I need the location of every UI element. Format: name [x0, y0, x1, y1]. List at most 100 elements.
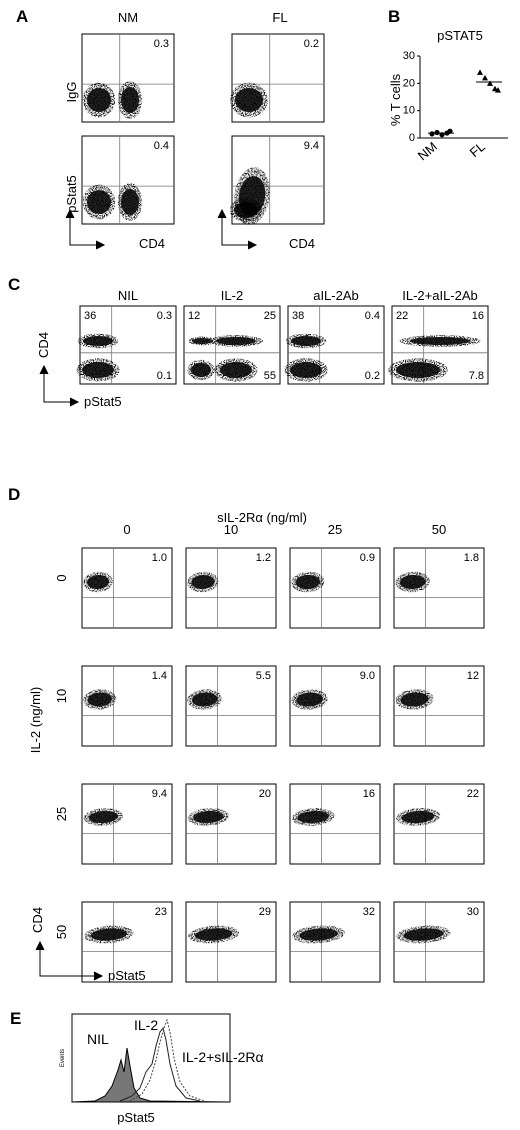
- panel-a-col-fl: FL: [272, 10, 287, 25]
- panel-d-plot-2-2: 16: [289, 783, 381, 865]
- panel-b-y-tick-label: 30: [403, 50, 415, 62]
- cell-scatter: [285, 333, 327, 349]
- cell-scatter: [187, 689, 222, 710]
- panel-b-title: pSTAT5: [437, 28, 483, 43]
- panel-d-value-1-3: 12: [467, 670, 479, 682]
- panel-c-value-ul: 22: [396, 310, 408, 322]
- panel-b-y-tick-label: 20: [403, 77, 415, 89]
- cell-scatter: [291, 689, 328, 710]
- panel-d-plots: 0 10 25 50 0 10 25 50 1.0 1.2 0.9 1.8 1.4 5.5 9.0 12 9.4…: [54, 522, 485, 983]
- cell-scatter: [209, 335, 263, 347]
- cell-scatter: [77, 333, 119, 349]
- panel-c-value-ul: 38: [292, 310, 304, 322]
- panel-c-value-lr: 7.8: [469, 370, 484, 382]
- panel-d-row-value-1: 10: [54, 689, 69, 703]
- cell-scatter: [187, 808, 229, 826]
- panel-d-plot-0-0: 1.0: [81, 547, 173, 629]
- panel-e-curve-il2-sil2ra: [129, 1018, 206, 1102]
- cell-scatter: [83, 571, 113, 593]
- panel-d-xlabel: pStat5: [108, 968, 146, 983]
- panel-a-plots: 0.3 0.2 0.4 9.4: [81, 33, 325, 225]
- panel-a-plot-0-0: 0.3: [81, 33, 175, 123]
- panel-d-plot-2-0: 9.4: [81, 783, 173, 865]
- cell-scatter: [291, 808, 335, 826]
- panel-c-col-2: aIL-2Ab: [313, 288, 359, 303]
- panel-d-col-value-3: 50: [432, 522, 446, 537]
- panel-a-value-1-1: 9.4: [304, 140, 319, 152]
- panel-d-plot-0-1: 1.2: [185, 547, 277, 629]
- panel-d-plot-1-1: 5.5: [185, 665, 277, 747]
- panel-d-plot-2-3: 22: [393, 783, 485, 865]
- panel-d-plot-3-2: 32: [289, 901, 381, 983]
- panel-a-row-pstat5: pStat5: [64, 175, 79, 213]
- cell-scatter: [395, 689, 434, 710]
- panel-c-plot-3: 22 16 7.8: [388, 305, 489, 385]
- panel-c-plot-0: 36 0.3 0.1: [76, 305, 177, 385]
- cell-scatter: [84, 925, 134, 944]
- panel-c-value-ur: 0.4: [365, 310, 380, 322]
- panel-c-axis-arrows: [39, 364, 80, 407]
- panel-c-value-lr: 0.2: [365, 370, 380, 382]
- cell-scatter: [188, 925, 240, 944]
- panel-a-value-0-0: 0.3: [154, 38, 169, 50]
- cell-scatter: [83, 808, 124, 826]
- panel-c-value-ul: 12: [188, 310, 200, 322]
- panel-d-plot-3-0: 23: [81, 901, 173, 983]
- panel-b-x-tick-label: NM: [415, 139, 440, 163]
- cell-scatter: [188, 336, 216, 346]
- panel-d-plot-3-3: 30: [393, 901, 485, 983]
- panel-d-col-header: sIL-2Rα (ng/ml): [217, 510, 307, 525]
- panel-c-value-lr: 55: [264, 370, 276, 382]
- panel-b-label: B: [388, 7, 400, 26]
- panel-d-axis-arrows: [35, 940, 104, 981]
- panel-e-label: E: [10, 1009, 21, 1028]
- panel-d-plot-0-2: 0.9: [289, 547, 381, 629]
- panel-e-label-nil: NIL: [87, 1031, 109, 1047]
- panel-d-value-0-2: 0.9: [360, 552, 375, 564]
- panel-d-row-value-3: 50: [54, 925, 69, 939]
- panel-c-plot-1: 12 25 55: [183, 305, 281, 385]
- panel-d-col-value-1: 10: [224, 522, 238, 537]
- cell-scatter: [229, 198, 263, 222]
- panel-a-row-igg: IgG: [64, 82, 79, 103]
- panel-d-value-2-0: 9.4: [152, 788, 167, 800]
- cell-scatter: [83, 689, 117, 710]
- panel-d-plot-0-3: 1.8: [393, 547, 485, 629]
- panel-a-plot-1-0: 0.4: [81, 135, 175, 225]
- panel-e-ylabel: Events: [60, 1049, 66, 1067]
- cell-scatter: [187, 571, 219, 593]
- panel-a-xlabel-fl: CD4: [289, 236, 315, 251]
- panel-e-curve-nil: [71, 1047, 231, 1103]
- cell-scatter: [230, 82, 268, 118]
- panel-c-value-ur: 16: [472, 310, 484, 322]
- panel-b-x-tick-label: FL: [467, 139, 488, 160]
- panel-d-value-3-1: 29: [259, 906, 271, 918]
- panel-d-col-value-0: 0: [123, 522, 130, 537]
- panel-c-xlabel: pStat5: [84, 394, 122, 409]
- panel-a-plot-1-1: 9.4: [229, 135, 325, 225]
- panel-c-ylabel: CD4: [36, 332, 51, 358]
- panel-a-xlabel-nm: CD4: [139, 236, 165, 251]
- panel-b-point-fl: [487, 80, 493, 86]
- cell-scatter: [396, 808, 441, 826]
- panel-d-plot-1-2: 9.0: [289, 665, 381, 747]
- panel-d-plot-1-0: 1.4: [81, 665, 173, 747]
- panel-c-value-ur: 0.3: [157, 310, 172, 322]
- cell-scatter: [82, 82, 116, 118]
- panel-b-chart: 0 10 20 30 NM FL: [403, 50, 508, 163]
- panel-c-col-3: IL-2+aIL-2Ab: [402, 288, 478, 303]
- panel-b-point-fl: [495, 87, 501, 93]
- cell-scatter: [187, 359, 215, 381]
- cell-scatter: [117, 183, 143, 221]
- panel-b-ylabel: % T cells: [388, 73, 403, 126]
- panel-a-plot-0-1: 0.2: [230, 33, 325, 123]
- panel-e-histogram: Events: [60, 1013, 231, 1103]
- panel-b-point-nm: [429, 131, 435, 137]
- cell-scatter: [388, 358, 448, 382]
- panel-d-value-2-1: 20: [259, 788, 271, 800]
- panel-a-label: A: [16, 7, 28, 26]
- panel-d-value-0-3: 1.8: [464, 552, 479, 564]
- panel-b-y-tick-label: 0: [409, 132, 415, 144]
- panel-e-curve-il2: [119, 1026, 201, 1102]
